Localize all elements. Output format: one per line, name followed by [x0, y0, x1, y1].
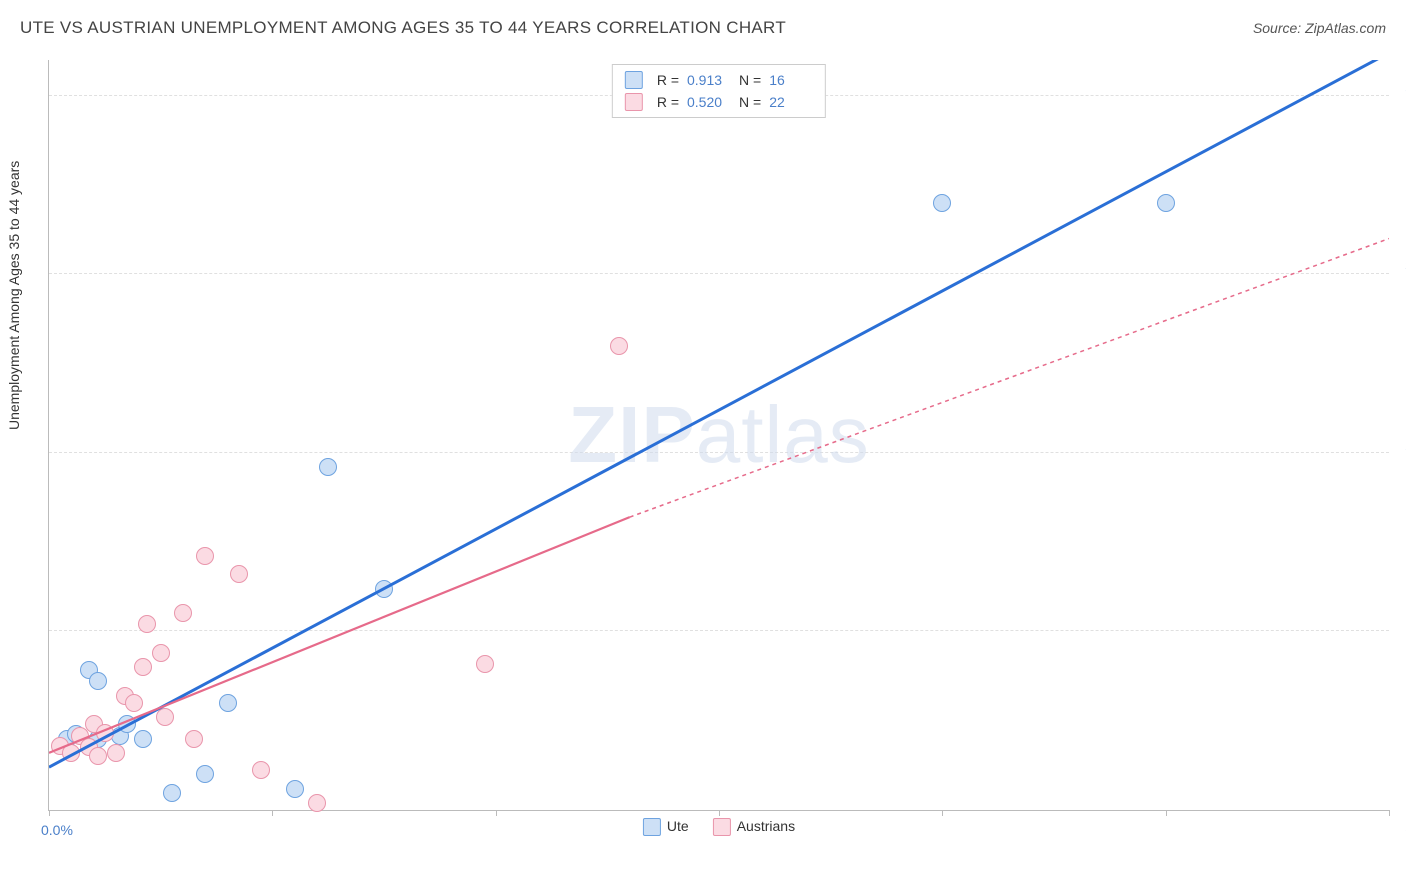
legend-swatch-ute — [625, 71, 643, 89]
correlation-legend-row-ute: R =0.913N =16 — [625, 69, 813, 91]
gridline-h — [49, 273, 1389, 274]
y-axis-label: Unemployment Among Ages 35 to 44 years — [6, 161, 22, 430]
data-point-austrians — [230, 565, 248, 583]
data-point-ute — [219, 694, 237, 712]
data-point-ute — [319, 458, 337, 476]
page-title: UTE VS AUSTRIAN UNEMPLOYMENT AMONG AGES … — [20, 18, 786, 38]
data-point-austrians — [89, 747, 107, 765]
series-legend: Ute Austrians — [643, 818, 795, 836]
x-tick — [1389, 810, 1390, 816]
x-tick — [272, 810, 273, 816]
x-axis-first-tick: 0.0% — [41, 822, 73, 838]
series-legend-item-austrians: Austrians — [713, 818, 795, 836]
x-tick — [49, 810, 50, 816]
data-point-ute — [163, 784, 181, 802]
data-point-ute — [933, 194, 951, 212]
legend-swatch-ute — [643, 818, 661, 836]
legend-label-ute: Ute — [667, 818, 689, 834]
x-tick — [942, 810, 943, 816]
data-point-austrians — [196, 547, 214, 565]
data-point-austrians — [62, 744, 80, 762]
data-point-austrians — [185, 730, 203, 748]
data-point-austrians — [107, 744, 125, 762]
data-point-ute — [286, 780, 304, 798]
chart-plot-area: ZIPatlas R =0.913N =16R =0.520N =22 UteA… — [48, 60, 1389, 811]
legend-label-austrians: Austrians — [737, 818, 795, 834]
legend-swatch-austrians — [625, 93, 643, 111]
x-tick — [719, 810, 720, 816]
data-point-ute — [196, 765, 214, 783]
gridline-h — [49, 630, 1389, 631]
data-point-austrians — [138, 615, 156, 633]
series-legend-item-ute: Ute — [643, 818, 689, 836]
data-point-ute — [375, 580, 393, 598]
data-point-austrians — [125, 694, 143, 712]
legend-swatch-austrians — [713, 818, 731, 836]
data-point-austrians — [476, 655, 494, 673]
x-tick — [496, 810, 497, 816]
data-point-austrians — [610, 337, 628, 355]
trend-lines-layer — [49, 60, 1389, 810]
data-point-austrians — [252, 761, 270, 779]
data-point-austrians — [156, 708, 174, 726]
data-point-austrians — [134, 658, 152, 676]
watermark-text: ZIPatlas — [568, 389, 869, 481]
source-attribution: Source: ZipAtlas.com — [1253, 20, 1386, 36]
data-point-ute — [134, 730, 152, 748]
data-point-austrians — [96, 724, 114, 742]
data-point-ute — [1157, 194, 1175, 212]
data-point-ute — [118, 715, 136, 733]
x-tick — [1166, 810, 1167, 816]
data-point-austrians — [152, 644, 170, 662]
data-point-ute — [89, 672, 107, 690]
data-point-austrians — [174, 604, 192, 622]
data-point-austrians — [308, 794, 326, 812]
gridline-h — [49, 452, 1389, 453]
correlation-legend-row-austrians: R =0.520N =22 — [625, 91, 813, 113]
correlation-legend: R =0.913N =16R =0.520N =22 — [612, 64, 826, 118]
